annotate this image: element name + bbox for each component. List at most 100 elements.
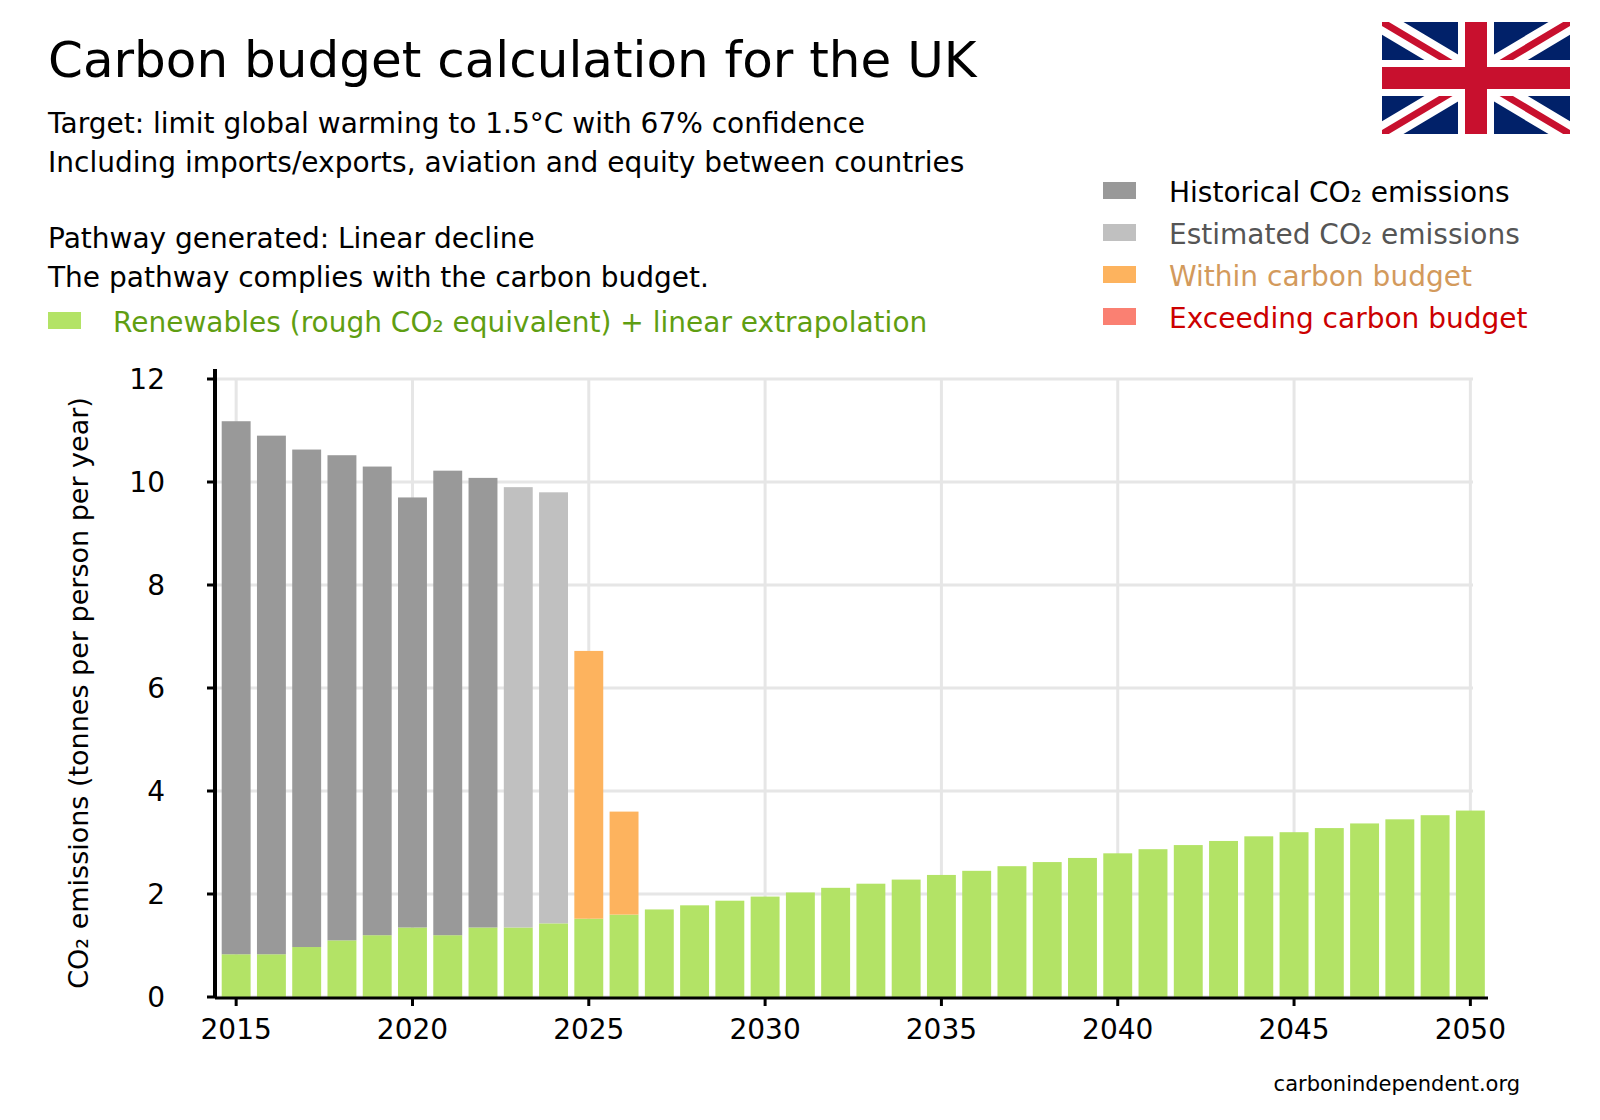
- bar: [363, 935, 392, 997]
- bar: [1033, 862, 1062, 997]
- flag-cross-red: [1382, 67, 1570, 89]
- legend-swatch: [1103, 308, 1136, 325]
- x-axis: [215, 997, 1488, 1000]
- annotation: The pathway complies with the carbon bud…: [47, 261, 709, 294]
- tick: [207, 687, 215, 690]
- bar: [962, 871, 991, 997]
- bar: [821, 888, 850, 997]
- bar: [222, 954, 251, 997]
- legend-swatch: [1103, 224, 1136, 241]
- bar: [715, 901, 744, 997]
- grid-line: [215, 481, 1473, 484]
- tick-label: 6: [147, 672, 165, 705]
- flag-bg: [1382, 22, 1570, 134]
- bar: [1385, 819, 1414, 997]
- bar: [927, 875, 956, 997]
- bar: [504, 487, 533, 927]
- bar: [504, 927, 533, 997]
- tick: [940, 997, 943, 1006]
- y-axis: [213, 369, 217, 997]
- bar: [1244, 836, 1273, 997]
- bar: [645, 909, 674, 997]
- tick-label: 2015: [201, 1013, 272, 1046]
- tick: [1293, 997, 1296, 1006]
- annotation: Pathway generated: Linear decline: [48, 222, 535, 255]
- tick: [411, 997, 414, 1006]
- chart: Carbon budget calculation for the UK Targ…: [0, 0, 1600, 1120]
- tick-label: 12: [129, 363, 165, 396]
- y-axis-label: CO₂ emissions (tonnes per person per yea…: [63, 397, 94, 989]
- subtitle: Target: limit global warming to 1.5°C wi…: [47, 107, 865, 140]
- legend-swatch: [48, 312, 81, 329]
- legend-label: Renewables (rough CO₂ equivalent) + line…: [113, 306, 927, 339]
- tick: [235, 997, 238, 1006]
- bar: [1068, 858, 1097, 997]
- tick: [207, 893, 215, 896]
- tick-label: 2: [147, 878, 165, 911]
- tick: [207, 378, 215, 381]
- tick: [207, 790, 215, 793]
- bar: [257, 954, 286, 997]
- legend-label: Historical CO₂ emissions: [1169, 176, 1509, 209]
- bar: [539, 923, 568, 997]
- bar: [574, 919, 603, 997]
- bar: [469, 478, 498, 928]
- bar: [680, 905, 709, 997]
- tick: [1116, 997, 1119, 1006]
- tick-label: 4: [147, 775, 165, 808]
- legend-swatch: [1103, 182, 1136, 199]
- tick-label: 2040: [1082, 1013, 1153, 1046]
- legend-swatch: [1103, 266, 1136, 283]
- bar: [292, 947, 321, 997]
- tick: [207, 584, 215, 587]
- tick: [207, 996, 215, 999]
- bar: [363, 467, 392, 936]
- bar: [1456, 811, 1485, 997]
- bar: [610, 812, 639, 915]
- bar: [786, 892, 815, 997]
- bars: [222, 421, 1485, 997]
- tick: [207, 481, 215, 484]
- title: Carbon budget calculation for the UK: [48, 31, 978, 89]
- bar: [433, 471, 462, 936]
- bar: [892, 880, 921, 997]
- tick: [1469, 997, 1472, 1006]
- bar: [398, 927, 427, 997]
- bar: [1139, 849, 1168, 997]
- bar: [1174, 845, 1203, 997]
- tick: [764, 997, 767, 1006]
- bar: [574, 651, 603, 919]
- bar: [398, 497, 427, 927]
- bar: [222, 421, 251, 954]
- bar: [257, 436, 286, 955]
- bar: [856, 884, 885, 997]
- tick-label: 8: [147, 569, 165, 602]
- tick-label: 2025: [553, 1013, 624, 1046]
- tick-label: 10: [129, 466, 165, 499]
- bar: [751, 897, 780, 997]
- bar: [610, 915, 639, 997]
- bar: [1421, 815, 1450, 997]
- bar: [1315, 828, 1344, 997]
- bar: [997, 866, 1026, 997]
- tick-label: 2045: [1258, 1013, 1329, 1046]
- flag-cross: [1382, 22, 1570, 134]
- tick-label: 2030: [729, 1013, 800, 1046]
- tick-label: 2020: [377, 1013, 448, 1046]
- bar: [1350, 823, 1379, 997]
- bar: [469, 927, 498, 997]
- tick-label: 2050: [1435, 1013, 1506, 1046]
- tick-label: 2035: [906, 1013, 977, 1046]
- bar: [1103, 853, 1132, 997]
- bar: [1280, 832, 1309, 997]
- grid-line: [215, 378, 1473, 381]
- tick-label: 0: [147, 981, 165, 1014]
- source: carbonindependent.org: [1274, 1072, 1520, 1096]
- legend-label: Exceeding carbon budget: [1169, 302, 1527, 335]
- flag-saltire-red: [1382, 22, 1570, 134]
- bar: [539, 492, 568, 923]
- legend-label: Estimated CO₂ emissions: [1169, 218, 1520, 251]
- tick: [587, 997, 590, 1006]
- flag: [1382, 22, 1570, 134]
- bar: [292, 450, 321, 947]
